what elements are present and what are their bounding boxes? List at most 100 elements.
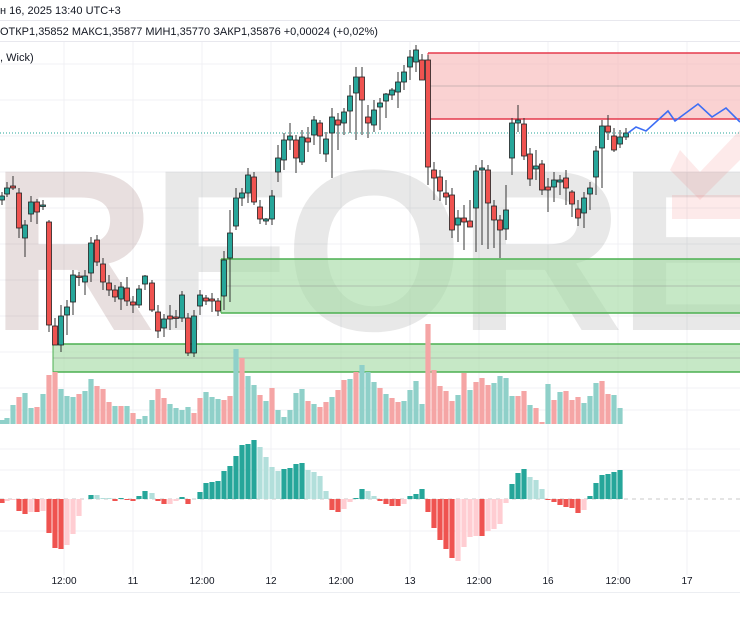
candle — [239, 192, 245, 199]
histogram-bar — [371, 496, 377, 499]
histogram-bar — [383, 499, 389, 504]
volume-bar — [215, 399, 221, 424]
candle — [269, 195, 275, 220]
histogram-bar — [106, 498, 112, 499]
candle — [179, 294, 185, 319]
candle — [455, 217, 461, 226]
time-tick-label: 12 — [265, 576, 277, 587]
histogram-bar — [491, 499, 497, 529]
histogram-bar — [503, 499, 509, 503]
histogram-bar — [263, 457, 269, 499]
histogram-bar — [599, 475, 605, 499]
ohlc-legend: ОТКР1,35852 МАКС1,35877 МИН1,35770 ЗАКР1… — [0, 26, 378, 38]
volume-bar — [16, 397, 22, 424]
volume-bar — [22, 393, 28, 424]
candle — [359, 76, 365, 101]
histogram-bar — [617, 470, 623, 499]
volume-bar — [136, 419, 142, 424]
zone-demand-lower — [53, 344, 740, 372]
candle — [515, 119, 521, 124]
candle — [563, 177, 569, 189]
candle — [28, 201, 34, 215]
volume-bar — [257, 395, 263, 424]
candle — [479, 167, 485, 171]
histogram-bar — [124, 499, 130, 500]
candle — [467, 220, 473, 228]
histogram-bar — [581, 499, 587, 510]
volume-bar — [167, 404, 173, 424]
candle — [323, 138, 329, 155]
volume-bar — [419, 404, 425, 424]
histogram-bar — [527, 477, 533, 499]
candle — [311, 119, 317, 136]
histogram-bar — [317, 476, 323, 499]
candle — [64, 306, 70, 316]
volume-bar — [557, 392, 563, 424]
candle — [611, 135, 617, 151]
candle — [581, 197, 587, 214]
histogram-bar — [377, 499, 383, 501]
volume-bar — [64, 396, 70, 424]
volume-bar — [155, 389, 161, 424]
volume-bar — [611, 395, 617, 424]
candle — [0, 195, 5, 201]
candle — [46, 221, 52, 326]
candle — [112, 289, 118, 298]
candle — [185, 317, 191, 354]
time-axis[interactable]: 12:00 11 12:00 12 12:00 13 12:00 16 12:00 17 — [0, 576, 740, 592]
histogram-bar — [233, 456, 239, 499]
time-tick-label: 12:00 — [605, 576, 631, 587]
volume-bar — [112, 406, 118, 424]
histogram-bar — [149, 493, 155, 499]
candle — [149, 282, 155, 311]
histogram-bar — [100, 498, 106, 499]
histogram-bar — [197, 492, 203, 499]
candle — [335, 119, 341, 126]
candle — [557, 179, 563, 183]
candle — [124, 287, 130, 302]
time-tick-label: 11 — [127, 576, 139, 587]
histogram-bar — [443, 499, 449, 549]
histogram-bar — [112, 499, 118, 501]
candle — [533, 165, 539, 170]
histogram-bar — [569, 499, 575, 508]
volume-bar — [329, 397, 335, 424]
candle — [617, 136, 623, 145]
histogram-bar — [28, 499, 34, 512]
volume-bar — [593, 383, 599, 424]
candle — [329, 116, 335, 134]
histogram-bar — [407, 496, 413, 499]
candle — [317, 122, 323, 137]
histogram-bar — [221, 471, 227, 499]
candle — [473, 170, 479, 209]
histogram-bar — [353, 498, 359, 499]
volume-bar — [275, 410, 281, 424]
histogram-bar — [16, 499, 22, 511]
check-mark-icon — [670, 130, 740, 200]
histogram-bar — [389, 499, 395, 506]
candle — [509, 122, 515, 159]
histogram-bar — [335, 499, 341, 512]
volume-bar — [365, 372, 371, 424]
candle — [371, 109, 377, 126]
volume-bar — [587, 396, 593, 424]
time-tick-label: 12:00 — [51, 576, 77, 587]
volume-bar — [0, 420, 5, 424]
candle — [142, 275, 148, 285]
candle — [377, 102, 383, 108]
indicator-legend[interactable]: , Wick) — [0, 52, 34, 64]
histogram-bar — [58, 499, 64, 549]
time-tick-label: 12:00 — [466, 576, 492, 587]
candle — [365, 116, 371, 124]
volume-bar — [371, 382, 377, 424]
volume-bar — [605, 394, 611, 424]
candle — [407, 56, 413, 68]
volume-bar — [191, 413, 197, 424]
histogram-bar — [0, 499, 5, 503]
volume-bar — [10, 405, 16, 424]
candle — [191, 315, 197, 354]
histogram-bar — [437, 499, 443, 540]
histogram-bar — [161, 499, 167, 504]
candle — [100, 263, 106, 283]
